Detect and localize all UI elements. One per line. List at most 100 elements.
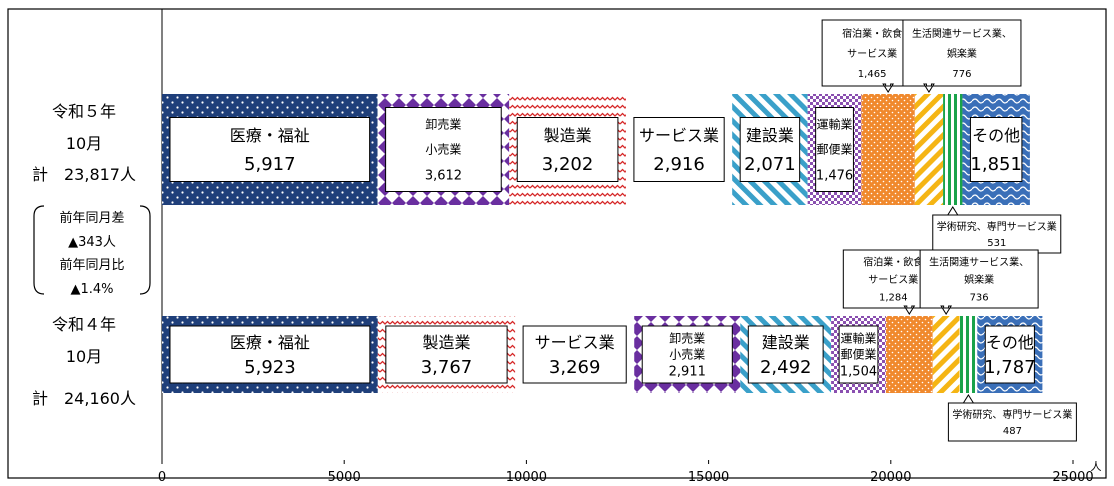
callout-arrow-r5-accommodation xyxy=(882,83,895,93)
bar-label-r4-transport-0: 運輸業 xyxy=(841,330,877,345)
bar-label-r5-construction-1: 2,071 xyxy=(744,154,796,175)
row-title-r5: 令和５年 xyxy=(52,102,116,121)
bar-label-box-r5-transport xyxy=(815,107,854,192)
row-month-r5: 10月 xyxy=(66,134,102,153)
bar-label-r4-transport-1: 郵便業 xyxy=(841,348,877,362)
x-tick-label-0: 0 xyxy=(158,470,166,485)
bar-label-box-r5-manufacturing xyxy=(516,117,619,182)
bar-label-box-r4-other xyxy=(984,325,1035,384)
callout-text-r4-accommodation-2: 1,284 xyxy=(879,292,908,303)
bar-label-r4-medical-1: 5,923 xyxy=(244,357,296,378)
row-label-r4: 令和４年 10月 計 24,160人 xyxy=(32,315,136,408)
bar-label-r5-wholesale-1: 小売業 xyxy=(425,142,461,157)
bar-label-r5-transport-0: 運輸業 xyxy=(817,116,853,131)
x-tick-label-2: 10000 xyxy=(506,470,547,485)
bar-label-r5-transport-2: 1,476 xyxy=(816,168,853,183)
x-tick-label-4: 20000 xyxy=(870,470,911,485)
row-title-r4: 令和４年 xyxy=(52,315,116,334)
bar-label-box-r4-medical xyxy=(169,325,371,384)
bar-label-r5-wholesale-2: 3,612 xyxy=(425,168,462,183)
callout-text-r4-accommodation-0: 宿泊業・飲食 xyxy=(863,256,923,269)
diff-value: ▲343人 xyxy=(68,235,116,250)
bar-label-r5-wholesale-0: 卸売業 xyxy=(425,116,461,131)
callout-text-r4-accommodation-1: サービス業 xyxy=(868,273,918,286)
diff-label: 前年同月差 xyxy=(59,210,124,226)
bar-label-r4-other-0: その他 xyxy=(986,333,1034,352)
bar-label-r5-manufacturing-0: 製造業 xyxy=(544,126,592,145)
bar-label-box-r4-manufacturing xyxy=(385,325,508,384)
x-tick-label-1: 5000 xyxy=(328,470,361,485)
callout-text-r4-academic-0: 学術研究、専門サービス業 xyxy=(952,408,1072,421)
callout-text-r5-living-1: 娯楽業 xyxy=(947,47,977,60)
callout-arrow-r4-living xyxy=(940,305,953,315)
x-tick-label-5: 25000 xyxy=(1052,470,1093,485)
bar-label-r5-medical-1: 5,917 xyxy=(244,154,296,175)
chart-frame xyxy=(7,8,1107,479)
callout-text-r5-accommodation-2: 1,465 xyxy=(858,69,887,80)
bar-label-r4-service-0: サービス業 xyxy=(535,333,615,352)
comparison-box: 前年同月差 ▲343人 前年同月比 ▲1.4% xyxy=(33,205,151,297)
bar-r4-living xyxy=(932,316,960,393)
bar-label-r5-transport-1: 郵便業 xyxy=(817,143,853,157)
row-total-r5: 計 23,817人 xyxy=(32,165,136,184)
bar-label-r4-service-1: 3,269 xyxy=(549,357,601,378)
bar-label-r5-manufacturing-1: 3,202 xyxy=(542,154,594,175)
callout-text-r4-living-1: 娯楽業 xyxy=(964,273,994,286)
bar-label-box-r4-service xyxy=(522,325,627,384)
bar-label-r4-other-1: 1,787 xyxy=(984,357,1036,378)
callout-text-r5-accommodation-1: サービス業 xyxy=(847,47,897,60)
bar-label-r5-construction-0: 建設業 xyxy=(746,126,794,145)
x-axis-unit: 人 xyxy=(1091,460,1102,473)
bar-label-box-r5-construction xyxy=(739,117,801,182)
bar-label-r4-wholesale-2: 2,911 xyxy=(669,364,706,379)
callout-arrow-r5-living xyxy=(923,83,935,93)
bar-label-r5-medical-0: 医療・福祉 xyxy=(230,126,310,145)
row-month-r4: 10月 xyxy=(66,347,102,366)
bar-label-r4-medical-0: 医療・福祉 xyxy=(230,333,310,352)
bar-label-r4-construction-0: 建設業 xyxy=(762,333,810,352)
bar-label-r5-service-1: 2,916 xyxy=(653,154,705,175)
ratio-label: 前年同月比 xyxy=(59,257,124,273)
callout-text-r4-academic-1: 487 xyxy=(1003,426,1022,437)
callout-arrow-r4-academic xyxy=(962,394,975,404)
callout-text-r5-living-0: 生活関連サービス業、 xyxy=(912,27,1012,40)
bar-label-r4-manufacturing-0: 製造業 xyxy=(422,333,470,352)
bar-label-r5-other-1: 1,851 xyxy=(970,154,1022,175)
callouts-layer: 宿泊業・飲食サービス業1,465生活関連サービス業、娯楽業776学術研究、専門サ… xyxy=(821,19,1077,442)
bar-r4-academic xyxy=(959,316,978,393)
bar-r5-living xyxy=(914,94,944,205)
callout-text-r4-living-2: 736 xyxy=(970,292,989,303)
callout-text-r5-accommodation-0: 宿泊業・飲食 xyxy=(842,27,902,40)
bar-label-box-r4-transport xyxy=(838,325,879,384)
callout-text-r4-living-0: 生活関連サービス業、 xyxy=(929,256,1029,269)
bar-label-box-r5-service xyxy=(633,117,725,182)
bar-label-box-r4-construction xyxy=(747,325,824,384)
callout-text-r5-academic-0: 学術研究、専門サービス業 xyxy=(937,220,1057,233)
callout-text-r5-living-2: 776 xyxy=(952,69,971,80)
callout-box-r4-academic xyxy=(947,402,1077,442)
bar-r5-accommodation xyxy=(861,94,915,205)
row-label-r5: 令和５年 10月 計 23,817人 xyxy=(32,102,136,184)
bar-r4-accommodation xyxy=(885,316,933,393)
callout-box-r5-living xyxy=(902,19,1022,87)
bar-label-box-r4-wholesale xyxy=(641,325,733,384)
x-tick-label-3: 15000 xyxy=(688,470,729,485)
bar-r5-academic xyxy=(943,94,963,205)
ratio-value: ▲1.4% xyxy=(70,282,113,297)
row-total-r4: 計 24,160人 xyxy=(32,389,136,408)
bar-label-box-r5-other xyxy=(969,117,1023,182)
bar-label-r4-construction-1: 2,492 xyxy=(760,357,812,378)
callout-arrow-r5-academic xyxy=(946,206,959,216)
bar-label-r4-manufacturing-1: 3,767 xyxy=(421,357,473,378)
bar-label-box-r5-medical xyxy=(169,117,371,182)
bar-label-r5-service-0: サービス業 xyxy=(639,126,719,145)
callout-text-r5-academic-1: 531 xyxy=(987,238,1006,249)
callout-arrow-r4-accommodation xyxy=(903,305,916,315)
bar-label-box-r5-wholesale xyxy=(385,107,502,192)
callout-box-r4-living xyxy=(919,249,1039,309)
bar-label-r4-wholesale-1: 小売業 xyxy=(669,347,705,362)
bar-label-r5-other-0: その他 xyxy=(972,126,1020,145)
